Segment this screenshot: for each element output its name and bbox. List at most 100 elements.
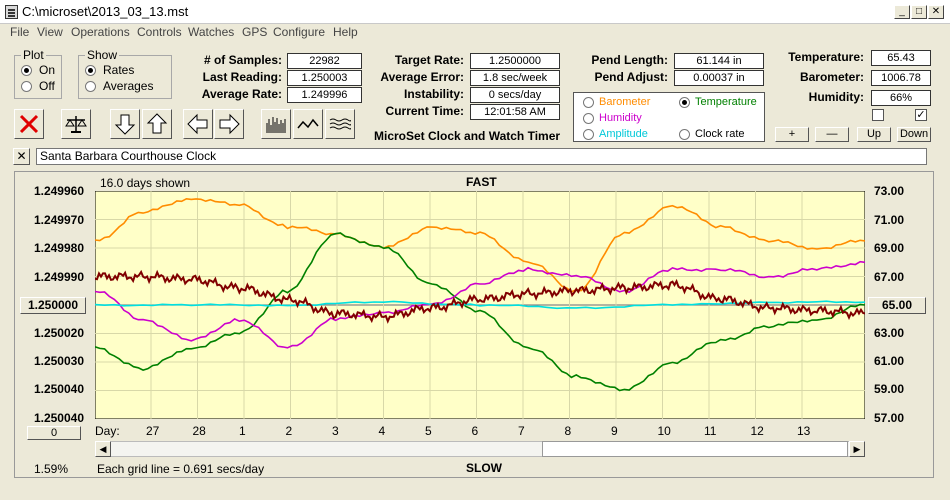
- sensor-checkbox-2[interactable]: ✓: [915, 109, 927, 121]
- line-chart-icon: [297, 118, 319, 129]
- y-left-tick: 1.250030: [33, 354, 84, 368]
- x-tick-label: 11: [704, 424, 717, 438]
- bar-chart-icon: [266, 117, 286, 133]
- grid-note: Each grid line = 0.691 secs/day: [97, 462, 265, 476]
- plot-on-radio[interactable]: [21, 65, 32, 76]
- menu-controls[interactable]: Controls: [137, 25, 182, 39]
- menu-file[interactable]: File: [10, 25, 30, 39]
- menu-configure[interactable]: Configure: [273, 25, 326, 39]
- plot-group-title: Plot: [21, 48, 46, 62]
- y-right-tick: 63.00: [874, 326, 905, 340]
- days-shown-label: 16.0 days shown: [100, 176, 191, 190]
- y-right-tick: 71.00: [874, 213, 905, 227]
- wave-plot-button[interactable]: [325, 109, 355, 139]
- y-right-tick: 57.00: [874, 411, 905, 425]
- center-rate-button[interactable]: 1.250000: [20, 297, 86, 314]
- minus-button[interactable]: —: [815, 127, 849, 142]
- show-rates-label: Rates: [103, 63, 135, 77]
- y-left-tick: 1.249970: [33, 213, 84, 227]
- arrow-down-button[interactable]: [110, 109, 140, 139]
- plot-off-radio[interactable]: [21, 81, 32, 92]
- red-x-icon: [19, 114, 39, 134]
- pend-adjust-value: 0.00037 in: [674, 70, 764, 86]
- menu-view[interactable]: View: [37, 25, 63, 39]
- x-tick-label: 2: [285, 424, 293, 438]
- close-window-button[interactable]: ✕: [928, 5, 944, 19]
- x-tick-label: 3: [332, 424, 339, 438]
- x-tick-label: 6: [471, 424, 479, 438]
- legend-amplitude-radio[interactable]: [583, 129, 594, 140]
- legend-humidity-radio[interactable]: [583, 113, 594, 124]
- current-time-label: Current Time:: [385, 104, 464, 118]
- pend-length-label: Pend Length:: [591, 53, 668, 67]
- y-left-tick-last: 1.250040: [33, 411, 84, 425]
- legend-clock-rate-radio[interactable]: [679, 129, 690, 140]
- title-bar: C:\microset\2013_03_13.mst _ □ ✕: [0, 0, 950, 24]
- arrow-right-button[interactable]: [214, 109, 244, 139]
- series-temperature: [95, 232, 865, 392]
- menu-operations[interactable]: Operations: [71, 25, 130, 39]
- arrow-up-button[interactable]: [142, 109, 172, 139]
- current-time-value: 12:01:58 AM: [470, 104, 560, 120]
- balance-scale-icon: [65, 116, 87, 133]
- zero-button[interactable]: 0: [27, 426, 81, 440]
- x-axis-label: Day:: [95, 424, 120, 438]
- maximize-button[interactable]: □: [911, 5, 927, 19]
- temperature-label: Temperature:: [788, 50, 864, 64]
- average-rate-label: Average Rate:: [201, 87, 282, 101]
- y-left-tick: 1.249990: [33, 270, 84, 284]
- y-right-tick: 67.00: [874, 270, 905, 284]
- legend-clock-rate-label: Clock rate: [695, 128, 745, 140]
- balance-button[interactable]: [61, 109, 91, 139]
- line-plot-button[interactable]: [293, 109, 323, 139]
- show-averages-radio[interactable]: [85, 81, 96, 92]
- plot-area: [95, 191, 865, 419]
- show-group: Show: [78, 48, 172, 99]
- bar-plot-button[interactable]: [261, 109, 291, 139]
- x-tick-label: 7: [518, 424, 525, 438]
- close-clock-button[interactable]: ✕: [13, 148, 30, 165]
- y-left-tick: 1.250020: [33, 326, 84, 340]
- legend-barometer-radio[interactable]: [583, 97, 594, 108]
- pend-adjust-label: Pend Adjust:: [594, 70, 668, 84]
- scroll-left-button[interactable]: ◀: [95, 441, 111, 457]
- clear-button[interactable]: [14, 109, 44, 139]
- arrow-left-button[interactable]: [183, 109, 213, 139]
- up-button[interactable]: Up: [857, 127, 891, 142]
- center-temp-button[interactable]: 65.00: [868, 297, 926, 314]
- average-rate-value: 1.249996: [287, 87, 362, 103]
- humidity-value: 66%: [871, 90, 931, 106]
- menu-help[interactable]: Help: [333, 25, 358, 39]
- clock-name-field[interactable]: Santa Barbara Courthouse Clock: [36, 148, 927, 165]
- sensor-checkbox-1[interactable]: [872, 109, 884, 121]
- slow-label: SLOW: [466, 461, 502, 475]
- target-rate-label: Target Rate:: [394, 53, 464, 67]
- show-rates-radio[interactable]: [85, 65, 96, 76]
- scroll-right-button[interactable]: ▶: [849, 441, 865, 457]
- last-reading-value: 1.250003: [287, 70, 362, 86]
- menu-watches[interactable]: Watches: [188, 25, 235, 39]
- legend-humidity-label: Humidity: [599, 112, 642, 124]
- average-error-label: Average Error:: [380, 70, 464, 84]
- arrow-up-icon: [146, 113, 168, 134]
- fast-label: FAST: [466, 175, 497, 189]
- plus-button[interactable]: +: [775, 127, 809, 142]
- y-left-tick: 1.249980: [33, 241, 84, 255]
- barometer-value: 1006.78: [871, 70, 931, 86]
- down-button[interactable]: Down: [897, 127, 931, 142]
- scrollbar-thumb[interactable]: [542, 441, 848, 457]
- x-tick-label: 4: [378, 424, 386, 438]
- legend-barometer-label: Barometer: [599, 96, 651, 108]
- y-left-tick: 1.249960: [33, 184, 84, 198]
- y-right-tick: 69.00: [874, 241, 905, 255]
- legend-temperature-radio[interactable]: [679, 97, 690, 108]
- samples-label: # of Samples:: [203, 53, 282, 67]
- menu-bar: File View Operations Controls Watches GP…: [0, 24, 950, 43]
- menu-gps[interactable]: GPS: [242, 25, 268, 39]
- minimize-button[interactable]: _: [894, 5, 910, 19]
- wave-icon: [329, 118, 351, 130]
- pend-length-value: 61.144 in: [674, 53, 764, 69]
- x-tick-label: 1: [239, 424, 246, 438]
- plot-off-label: Off: [39, 79, 55, 93]
- y-right-tick: 73.00: [874, 184, 905, 198]
